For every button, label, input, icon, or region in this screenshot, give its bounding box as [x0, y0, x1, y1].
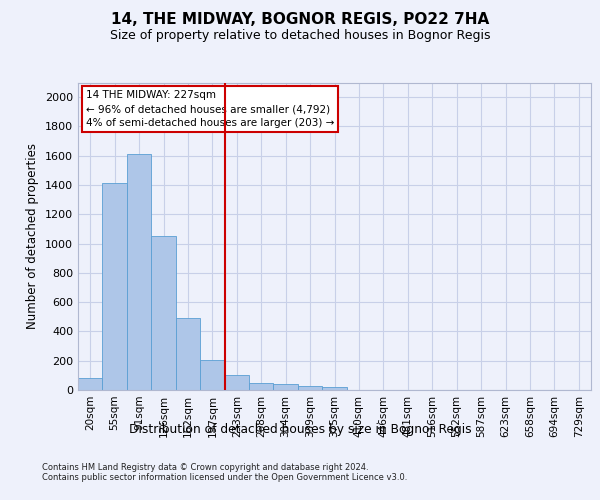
- Text: Size of property relative to detached houses in Bognor Regis: Size of property relative to detached ho…: [110, 29, 490, 42]
- Bar: [224, 374, 249, 390]
- Text: 14, THE MIDWAY, BOGNOR REGIS, PO22 7HA: 14, THE MIDWAY, BOGNOR REGIS, PO22 7HA: [111, 12, 489, 28]
- Y-axis label: Number of detached properties: Number of detached properties: [26, 143, 40, 329]
- Bar: [176, 318, 200, 390]
- Text: Contains HM Land Registry data © Crown copyright and database right 2024.
Contai: Contains HM Land Registry data © Crown c…: [42, 462, 407, 482]
- Bar: [151, 236, 176, 390]
- Bar: [78, 378, 103, 390]
- Bar: [249, 383, 274, 390]
- Bar: [322, 387, 347, 390]
- Text: 14 THE MIDWAY: 227sqm
← 96% of detached houses are smaller (4,792)
4% of semi-de: 14 THE MIDWAY: 227sqm ← 96% of detached …: [86, 90, 334, 128]
- Bar: [298, 386, 322, 390]
- Bar: [274, 384, 298, 390]
- Bar: [103, 183, 127, 390]
- Bar: [200, 360, 224, 390]
- Text: Distribution of detached houses by size in Bognor Regis: Distribution of detached houses by size …: [128, 422, 472, 436]
- Bar: [127, 154, 151, 390]
